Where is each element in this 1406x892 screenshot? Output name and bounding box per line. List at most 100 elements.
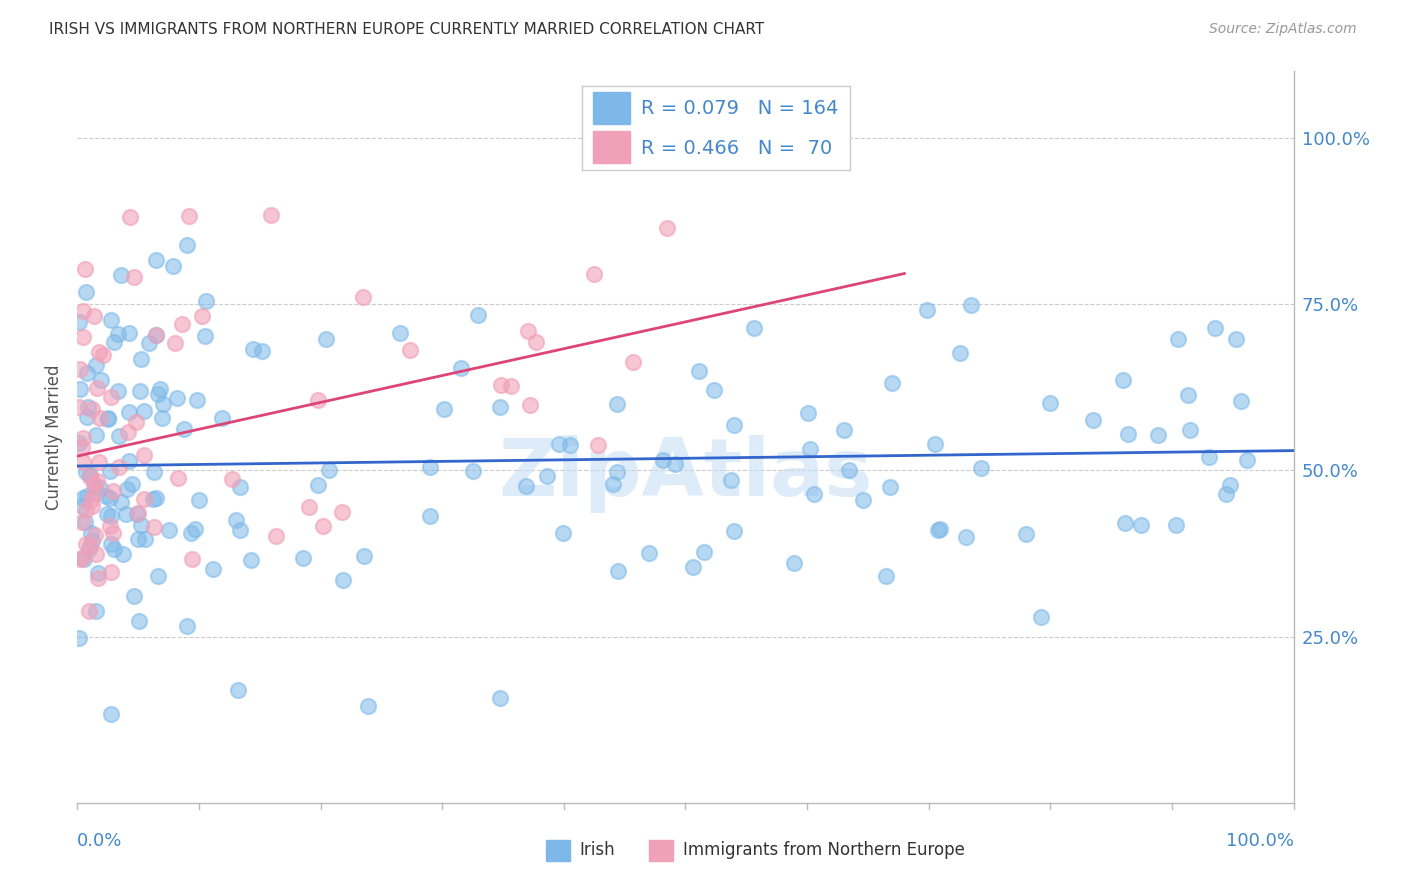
Point — [72, 491, 94, 506]
Point — [488, 691, 510, 706]
Point — [69, 551, 91, 566]
Point — [949, 345, 972, 359]
Point — [226, 683, 249, 698]
Point — [75, 537, 97, 551]
Point — [239, 553, 262, 567]
FancyBboxPatch shape — [546, 840, 569, 861]
Point — [82, 402, 104, 417]
Point — [149, 382, 172, 396]
Point — [150, 411, 173, 425]
Point — [688, 364, 710, 378]
Point — [127, 506, 149, 520]
Point — [67, 435, 90, 450]
Point — [330, 505, 353, 519]
Point — [79, 539, 101, 553]
Point — [880, 376, 903, 390]
Point — [583, 267, 606, 281]
Point — [655, 221, 678, 235]
Point — [651, 453, 673, 467]
Point — [87, 571, 110, 585]
Point — [127, 532, 149, 546]
Point — [1177, 388, 1199, 402]
Point — [107, 384, 129, 398]
Point — [195, 294, 218, 309]
Point — [107, 460, 129, 475]
Point — [83, 310, 105, 324]
Point — [720, 473, 742, 487]
Point — [606, 465, 628, 479]
Point — [72, 303, 94, 318]
Point — [73, 261, 96, 276]
Point — [607, 564, 630, 578]
Point — [103, 542, 125, 557]
Point — [96, 507, 118, 521]
Point — [100, 313, 122, 327]
Point — [86, 604, 108, 618]
Point — [121, 476, 143, 491]
Point — [110, 268, 132, 283]
Point — [77, 604, 100, 618]
Point — [80, 525, 103, 540]
Point — [145, 253, 167, 268]
Point — [298, 500, 321, 514]
Point — [76, 366, 98, 380]
Point — [176, 619, 198, 633]
Point — [332, 573, 354, 587]
Point — [75, 285, 97, 299]
Point — [134, 448, 156, 462]
Point — [621, 355, 644, 369]
Point — [970, 461, 993, 475]
Point — [187, 493, 209, 508]
Point — [524, 334, 547, 349]
Point — [79, 541, 101, 556]
Point — [264, 529, 287, 543]
Point — [87, 566, 110, 580]
Text: ZipAtlas: ZipAtlas — [498, 434, 873, 513]
Point — [307, 477, 329, 491]
Point — [165, 336, 187, 351]
Point — [799, 442, 821, 456]
Point — [127, 507, 149, 521]
Point — [134, 491, 156, 506]
Point — [118, 326, 141, 340]
Point — [89, 411, 111, 425]
Point — [84, 359, 107, 373]
Point — [915, 302, 938, 317]
Point — [89, 455, 111, 469]
Point — [194, 329, 217, 343]
Point — [86, 475, 108, 489]
Point — [67, 631, 90, 645]
Point — [107, 327, 129, 342]
Point — [1147, 428, 1170, 442]
Point — [84, 486, 107, 500]
Point — [225, 514, 247, 528]
Point — [72, 330, 94, 344]
Text: Irish: Irish — [579, 841, 616, 859]
Point — [433, 401, 456, 416]
Point — [548, 437, 571, 451]
Point — [927, 523, 949, 537]
Point — [723, 524, 745, 539]
Point — [353, 549, 375, 564]
Point — [86, 381, 108, 395]
Text: Source: ZipAtlas.com: Source: ZipAtlas.com — [1209, 22, 1357, 37]
Point — [100, 508, 122, 523]
Point — [1230, 393, 1253, 408]
Point — [90, 373, 112, 387]
Point — [1116, 426, 1139, 441]
Point — [838, 463, 860, 477]
Point — [91, 348, 114, 362]
Point — [83, 476, 105, 491]
Point — [1114, 516, 1136, 531]
Point — [69, 362, 91, 376]
Point — [170, 318, 193, 332]
Point — [499, 379, 522, 393]
Point — [489, 377, 512, 392]
Point — [84, 528, 107, 542]
Point — [72, 551, 94, 566]
Point — [292, 551, 315, 566]
Point — [70, 516, 93, 530]
Y-axis label: Currently Married: Currently Married — [45, 364, 63, 510]
Text: 0.0%: 0.0% — [77, 832, 122, 850]
Point — [118, 454, 141, 468]
